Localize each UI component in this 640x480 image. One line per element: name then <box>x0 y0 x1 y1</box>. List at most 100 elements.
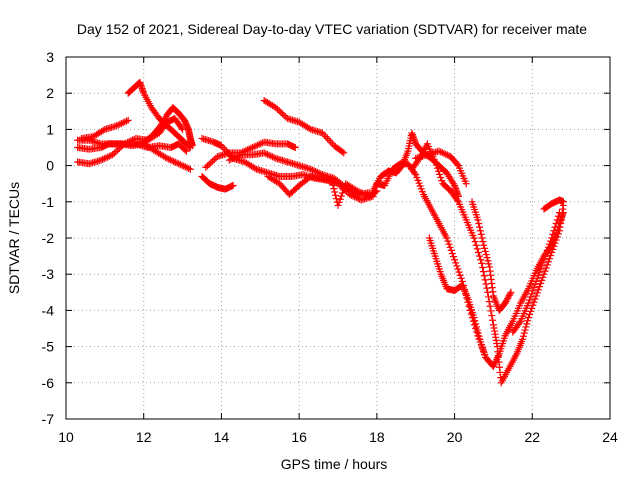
data-point <box>170 157 178 165</box>
data-point <box>446 243 454 251</box>
series-trace-t <box>540 196 567 213</box>
data-point <box>456 271 464 279</box>
data-point <box>549 245 557 253</box>
series-trace-n <box>373 160 567 371</box>
data-point <box>519 335 527 343</box>
data-point <box>472 320 480 328</box>
data-point <box>489 316 497 324</box>
data-point <box>229 182 237 190</box>
y-tick-label: -1 <box>42 194 55 210</box>
data-point <box>204 162 212 170</box>
data-point <box>481 276 489 284</box>
data-point <box>168 157 176 165</box>
data-point <box>305 174 313 182</box>
data-point <box>551 239 559 247</box>
data-point <box>102 154 110 162</box>
data-point <box>116 120 124 128</box>
data-point <box>182 147 190 155</box>
data-point <box>533 274 541 282</box>
data-point <box>280 111 288 119</box>
data-point <box>277 108 285 116</box>
x-tick-label: 14 <box>214 429 230 445</box>
data-point <box>541 267 549 275</box>
data-point <box>100 155 108 163</box>
data-point <box>207 159 215 167</box>
data-point <box>457 274 465 282</box>
data-point <box>539 259 547 267</box>
data-point <box>99 126 107 134</box>
data-point <box>181 163 189 171</box>
data-point <box>455 268 463 276</box>
data-point <box>484 293 492 301</box>
data-point <box>483 254 491 262</box>
data-point <box>486 302 494 310</box>
data-point <box>449 253 457 261</box>
data-point <box>482 251 490 259</box>
data-point <box>185 164 193 172</box>
series-trace-o <box>408 140 567 387</box>
data-point <box>225 156 233 164</box>
data-point <box>531 295 539 303</box>
data-point <box>476 252 484 260</box>
data-point <box>552 220 560 228</box>
data-point <box>173 159 181 167</box>
data-point <box>527 293 535 301</box>
data-point <box>524 299 532 307</box>
data-point <box>178 161 186 169</box>
data-point <box>453 160 461 168</box>
data-point <box>332 191 340 199</box>
data-point <box>177 124 185 132</box>
data-point <box>435 147 443 155</box>
data-point <box>476 223 484 231</box>
data-point <box>530 284 538 292</box>
series-trace-b <box>74 140 194 173</box>
data-point <box>251 164 259 172</box>
data-point <box>530 298 538 306</box>
data-point <box>171 158 179 166</box>
data-point <box>186 165 194 173</box>
data-point <box>520 329 528 337</box>
data-point <box>437 148 445 156</box>
data-point <box>559 198 567 206</box>
data-point <box>250 143 258 151</box>
y-tick-label: 3 <box>46 49 54 65</box>
data-point <box>472 323 480 331</box>
x-tick-label: 18 <box>369 429 385 445</box>
data-point <box>330 185 338 193</box>
data-point <box>553 216 561 224</box>
data-point <box>437 173 445 181</box>
data-point <box>526 296 534 304</box>
data-point <box>528 290 536 298</box>
data-point <box>550 242 558 250</box>
data-point <box>340 149 348 157</box>
data-point <box>114 146 122 154</box>
data-point <box>165 155 173 163</box>
data-point <box>474 248 482 256</box>
data-point <box>472 241 480 249</box>
data-point <box>536 283 544 291</box>
x-tick-label: 20 <box>447 429 463 445</box>
data-point <box>166 156 174 164</box>
data-point <box>104 153 112 161</box>
data-point <box>552 236 560 244</box>
data-point <box>176 161 184 169</box>
data-point <box>522 323 530 331</box>
data-point <box>507 288 515 296</box>
data-point <box>235 152 243 160</box>
data-point <box>247 144 255 152</box>
data-point <box>249 144 257 151</box>
y-tick-label: 2 <box>46 85 54 101</box>
data-point <box>278 110 286 118</box>
data-point <box>432 161 440 169</box>
y-tick-label: -4 <box>42 302 55 318</box>
data-point <box>291 144 299 151</box>
data-point <box>254 141 262 149</box>
data-point <box>545 240 553 248</box>
data-point <box>543 246 551 254</box>
data-point <box>340 186 348 194</box>
data-point <box>478 234 486 242</box>
data-point <box>114 121 122 129</box>
data-point <box>127 137 135 145</box>
data-point <box>548 248 556 256</box>
data-point <box>541 253 549 261</box>
